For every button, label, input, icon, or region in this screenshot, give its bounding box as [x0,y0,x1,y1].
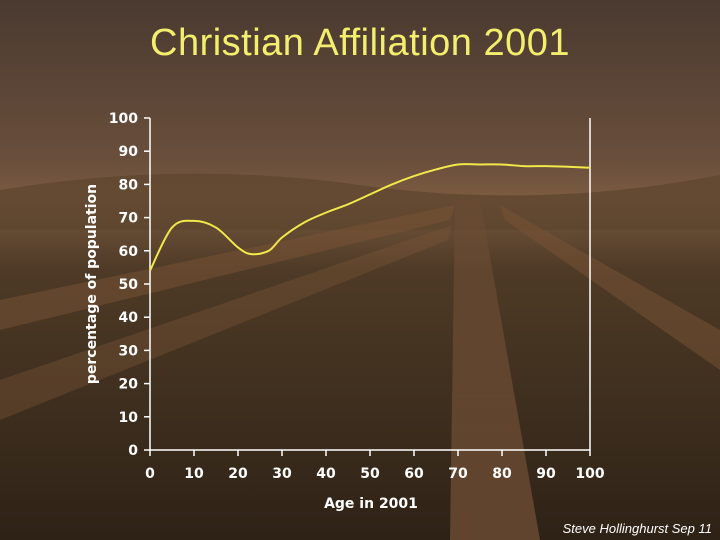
y-tick-label: 50 [119,277,139,293]
y-tick-label: 90 [119,144,139,160]
x-axis-label: Age in 2001 [324,496,418,512]
y-tick-label: 10 [119,410,139,426]
x-tick-label: 30 [272,466,292,482]
x-tick-label: 100 [575,466,604,482]
y-tick-label: 100 [109,111,138,127]
page-title: Christian Affiliation 2001 [150,22,570,64]
x-tick-label: 70 [448,466,468,482]
author-credit: Steve Hollinghurst Sep 11 [562,521,712,536]
x-axis: 0 10 20 30 40 50 60 70 80 90 100 [145,118,605,482]
y-tick-label: 70 [119,211,139,227]
y-tick-label: 60 [119,244,139,260]
y-axis: 0 10 20 30 40 50 60 70 80 90 100 [109,111,151,459]
x-tick-label: 10 [184,466,204,482]
x-tick-label: 90 [536,466,556,482]
y-tick-label: 30 [119,343,139,359]
y-axis-label: percentage of population [84,184,100,384]
x-tick-label: 60 [404,466,424,482]
y-tick-label: 40 [119,310,139,326]
x-tick-label: 40 [316,466,336,482]
x-tick-label: 80 [492,466,512,482]
y-tick-label: 20 [119,377,139,393]
series-line [149,163,591,272]
x-tick-label: 50 [360,466,380,482]
y-tick-label: 0 [128,443,138,459]
series-group [149,163,591,272]
x-tick-label: 20 [228,466,248,482]
x-tick-label: 0 [145,466,155,482]
y-tick-label: 80 [119,177,139,193]
